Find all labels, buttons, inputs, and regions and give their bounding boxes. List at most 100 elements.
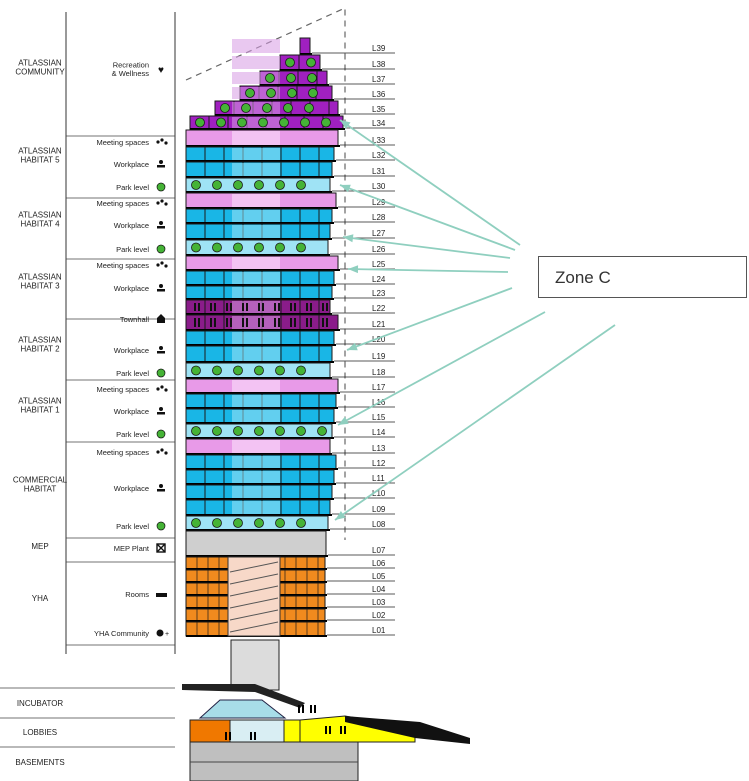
zone-arrow [337, 311, 546, 426]
floor-l37 [232, 70, 329, 86]
person-icon [294, 303, 296, 311]
community-icon: + [156, 629, 169, 638]
person-icon [258, 303, 260, 311]
yha-stair-core [227, 556, 281, 637]
crossed-box-icon [156, 543, 166, 553]
tree-icon [212, 180, 222, 190]
person-icon [329, 726, 331, 734]
core-glazing [232, 486, 280, 498]
level-label-l20: L20 [372, 335, 386, 344]
person-icon [230, 318, 232, 327]
icon-shape [156, 450, 160, 454]
people-icon [156, 199, 168, 206]
level-label-l33: L33 [372, 136, 386, 145]
function-label-18: MEP Plant [114, 544, 150, 553]
icon-shape [156, 182, 166, 192]
person-icon [242, 303, 244, 311]
people-icon [156, 261, 168, 268]
stair-core [227, 556, 281, 637]
tree-icon [191, 180, 201, 190]
person-icon [226, 318, 228, 327]
function-label-11: Park level [116, 369, 149, 378]
stair-flight [229, 585, 279, 597]
group-label-4: ATLASSIAN HABITAT 2 [18, 336, 62, 354]
desk-icon [157, 284, 165, 292]
icon-shape [156, 521, 166, 531]
person-icon [194, 303, 196, 311]
floor-l20 [185, 330, 336, 346]
group-label-1: ATLASSIAN HABITAT 5 [18, 147, 62, 165]
person-icon [322, 303, 324, 311]
core-glazing [232, 501, 280, 514]
floor-l30 [185, 177, 332, 193]
arrow-head [348, 265, 359, 274]
icon-shape [156, 368, 166, 378]
heart-icon: ♥ [158, 65, 164, 76]
core-glazing [232, 316, 280, 329]
group-label-0: ATLASSIAN COMMUNITY [15, 59, 65, 77]
function-label-3: Park level [116, 183, 149, 192]
desk-icon [157, 346, 165, 354]
level-label-l10: L10 [372, 489, 386, 498]
icon-shape [160, 448, 164, 452]
floor-l27 [185, 223, 332, 240]
function-label-19: Rooms [125, 590, 149, 599]
desk-icon [157, 160, 165, 168]
tree-icon [156, 368, 166, 378]
icon-shape [156, 543, 166, 553]
function-label-12: Meeting spaces [96, 385, 149, 394]
person-icon [326, 303, 328, 311]
core-glazing [232, 287, 280, 298]
level-label-l38: L38 [372, 60, 386, 69]
level-label-l02: L02 [372, 611, 386, 620]
floor-l11 [185, 469, 336, 485]
person-icon [322, 318, 324, 327]
person-icon [226, 303, 228, 311]
arrow-head [347, 342, 358, 351]
floor-l24 [185, 270, 336, 286]
tree-icon [283, 103, 293, 113]
floor-l16 [185, 393, 338, 409]
person-icon [294, 318, 296, 327]
arrow-line [337, 311, 546, 426]
person-icon [314, 705, 316, 713]
arrow-line [334, 324, 616, 521]
tree-icon [254, 180, 264, 190]
core-glazing [232, 117, 280, 128]
person-icon [225, 732, 227, 740]
tree-icon [233, 518, 243, 528]
tree-icon [233, 426, 243, 436]
core-glazing [232, 257, 280, 269]
floor-l32 [185, 146, 336, 162]
zone-arrow [339, 119, 521, 246]
desk-icon [157, 221, 165, 229]
person-icon [325, 726, 327, 734]
core-glazing [232, 471, 280, 483]
icon-shape [156, 387, 160, 391]
stair-flight [229, 561, 279, 573]
tree-icon [296, 426, 306, 436]
tree-icon [321, 117, 331, 128]
tree-icon [275, 518, 285, 528]
icon-shape [157, 165, 165, 168]
floor-l13 [185, 438, 332, 455]
tree-icon [233, 242, 243, 253]
core-glazing [232, 347, 280, 361]
person-icon [198, 318, 200, 327]
person-icon [198, 303, 200, 311]
zone-c-label: Zone C [555, 268, 611, 287]
arrow-line [342, 236, 511, 259]
core-glazing [232, 395, 280, 407]
core-glazing [232, 194, 280, 207]
level-label-l03: L03 [372, 598, 386, 607]
level-label-l36: L36 [372, 90, 386, 99]
function-label-8: Workplace [114, 284, 149, 293]
icon-shape [157, 489, 165, 492]
floor-l23 [185, 285, 334, 300]
icon-shape [156, 140, 160, 144]
core-glazing [232, 332, 280, 344]
level-label-l39: L39 [372, 44, 386, 53]
group-label-8: YHA [32, 594, 49, 603]
icon-shape [160, 199, 164, 203]
arrow-line [339, 184, 516, 251]
